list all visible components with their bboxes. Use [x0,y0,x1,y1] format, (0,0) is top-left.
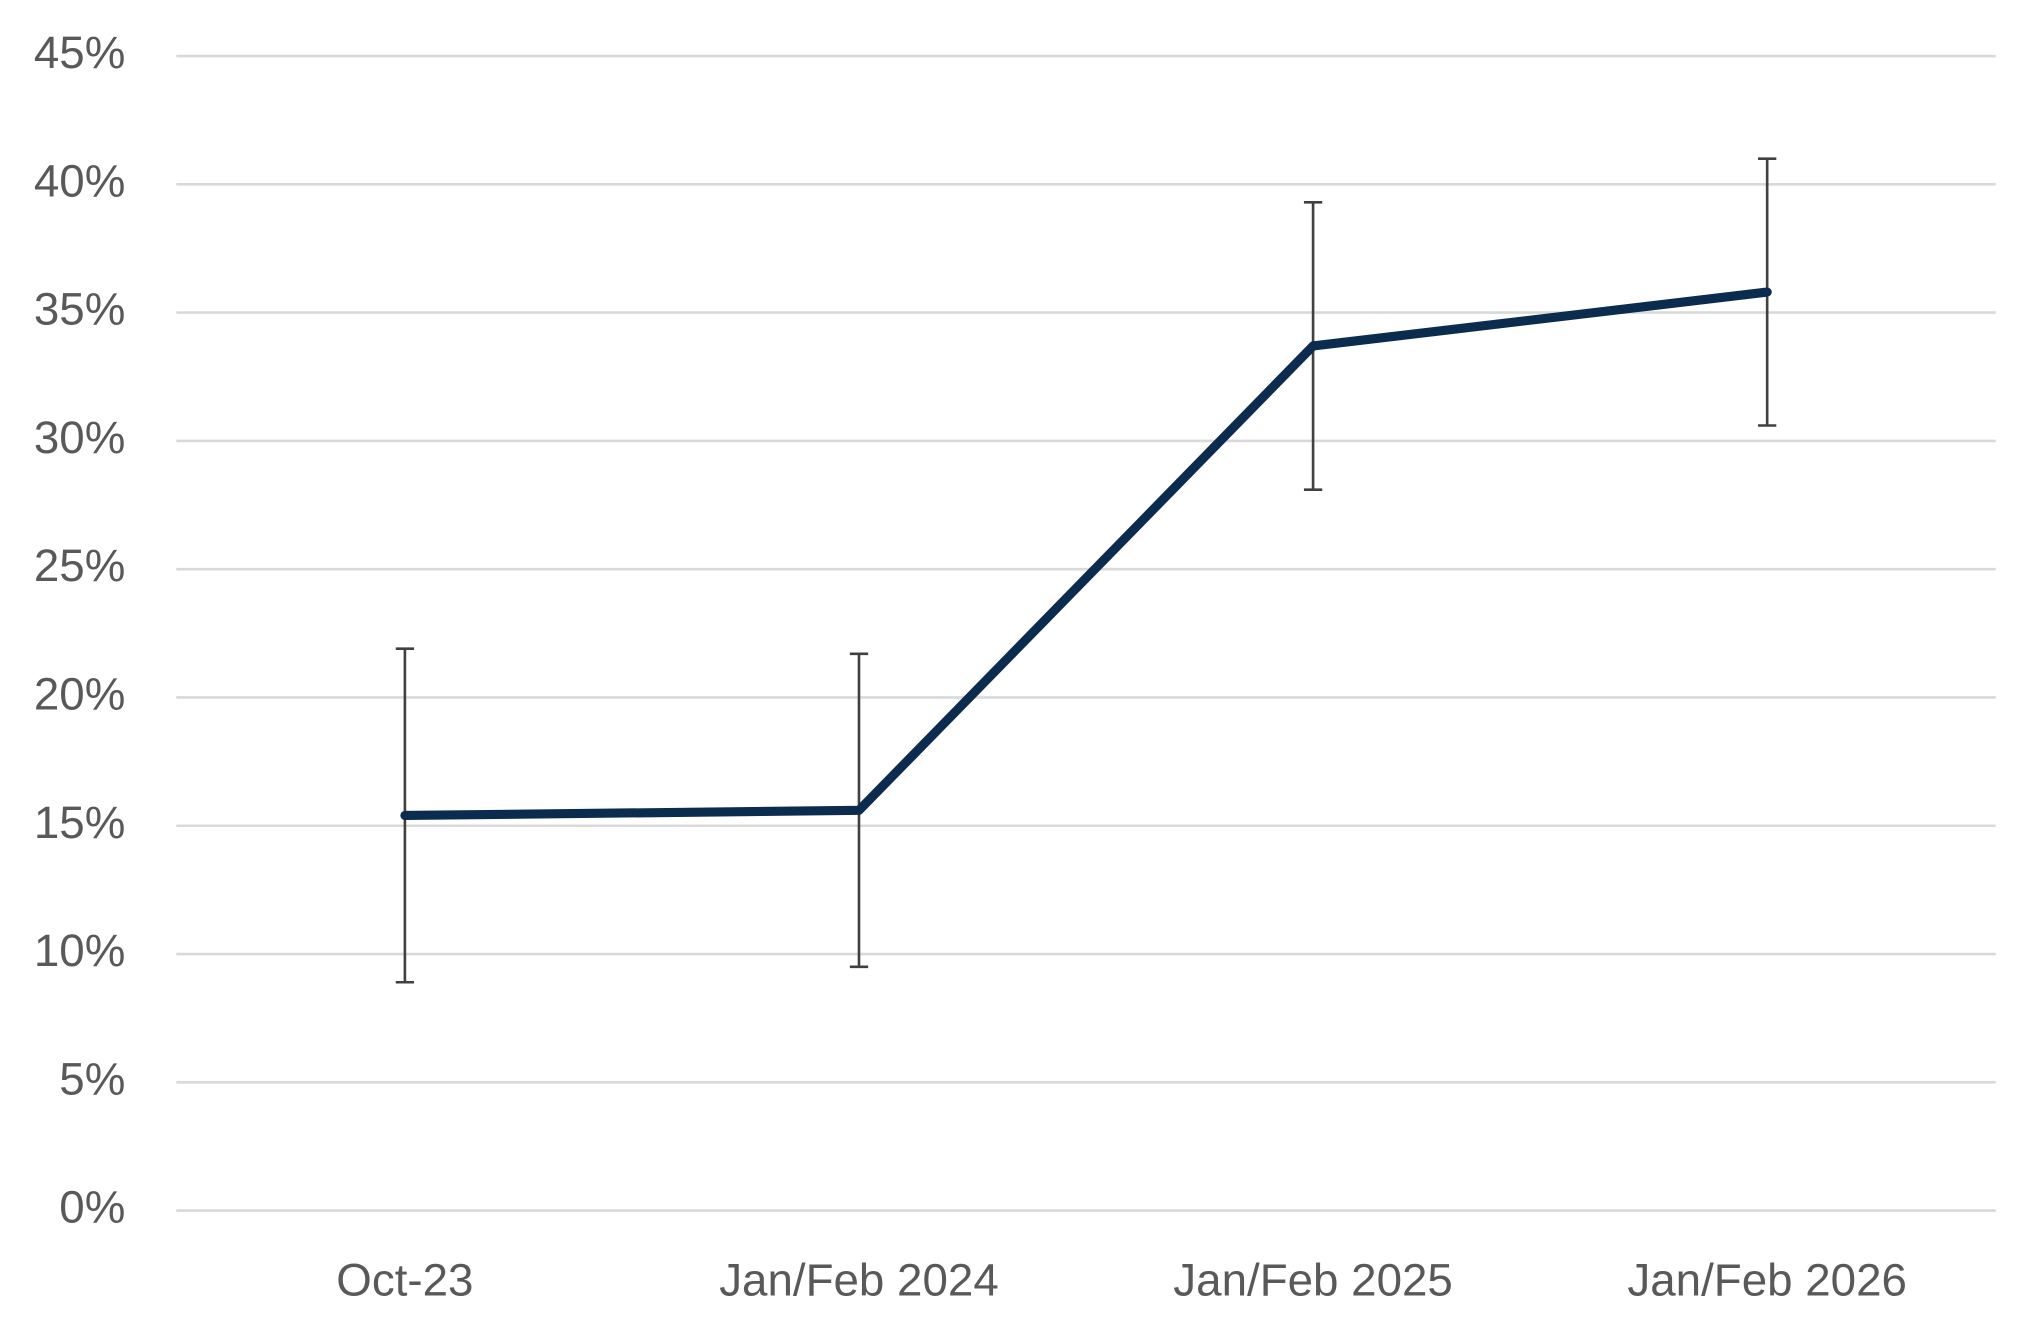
y-tick-label: 40% [34,155,125,206]
y-tick-label: 0% [59,1182,125,1233]
x-tick-label: Jan/Feb 2024 [719,1255,999,1306]
y-tick-label: 45% [34,27,125,78]
x-tick-label: Oct-23 [336,1255,473,1306]
y-tick-label: 35% [34,284,125,335]
y-tick-label: 5% [59,1053,125,1104]
y-tick-label: 10% [34,925,125,976]
line [400,287,1772,821]
y-tick-label: 15% [34,797,125,848]
y-tick-label: 30% [34,412,125,463]
x-tick-label: Jan/Feb 2025 [1173,1255,1453,1306]
x-tick-label: Jan/Feb 2026 [1627,1255,1907,1306]
y-tick-label: 25% [34,540,125,591]
y-tick-label: 20% [34,669,125,720]
